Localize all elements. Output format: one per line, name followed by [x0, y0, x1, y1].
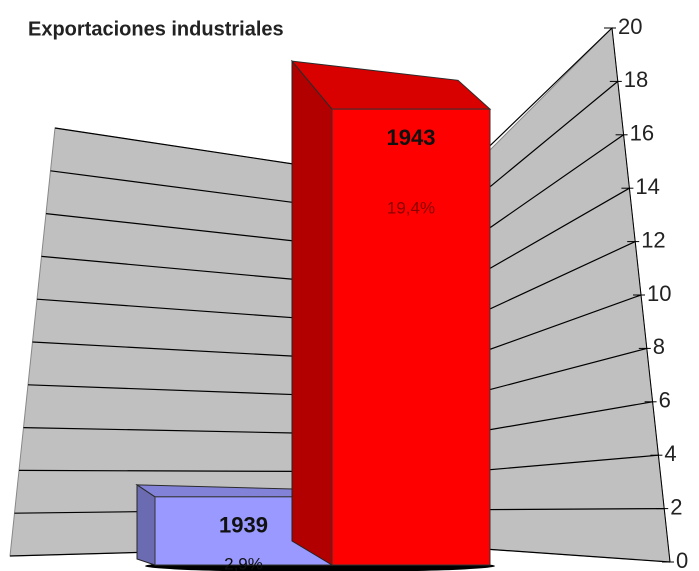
grid-line [469, 547, 671, 563]
chart-title: Exportaciones industriales [28, 18, 284, 40]
grid-line [36, 298, 301, 319]
bar [331, 108, 491, 566]
grid-line [469, 347, 647, 396]
y-tick-label: 2 [670, 494, 682, 519]
grid-line [469, 134, 624, 243]
bar-side [291, 59, 333, 566]
grid-line [469, 401, 653, 434]
y-tick-label: 4 [664, 441, 676, 466]
grid-line [469, 508, 665, 511]
y-tick-label: 20 [618, 14, 642, 39]
bar-side [136, 483, 156, 566]
grid-line [469, 27, 613, 166]
y-axis [611, 27, 671, 563]
y-tick-label: 0 [676, 548, 688, 571]
y-tick-label: 12 [641, 227, 665, 252]
y-tick-label: 8 [653, 334, 665, 359]
y-tick-label: 10 [647, 281, 671, 306]
y-tick-label: 6 [659, 388, 671, 413]
grid-line [41, 255, 301, 281]
grid-line [50, 170, 301, 204]
data-label: 2,9% [224, 554, 263, 571]
y-tick-label: 18 [624, 67, 648, 92]
bar-category-label: 1939 [219, 513, 268, 538]
data-label: 19,4% [387, 199, 435, 218]
y-tick-label: 14 [635, 174, 659, 199]
grid-line [469, 187, 630, 281]
y-tick-label: 16 [630, 121, 654, 146]
grid-line [469, 454, 659, 472]
grid-line [27, 384, 301, 396]
bar-category-label: 1943 [387, 125, 436, 150]
grid-line [32, 341, 301, 358]
grid-line [45, 213, 301, 243]
grid-line [469, 80, 619, 204]
grid-line [469, 294, 642, 358]
grid-line [23, 427, 301, 434]
grid-line [469, 241, 636, 319]
grid-line [54, 127, 301, 166]
grid-line [18, 469, 301, 472]
